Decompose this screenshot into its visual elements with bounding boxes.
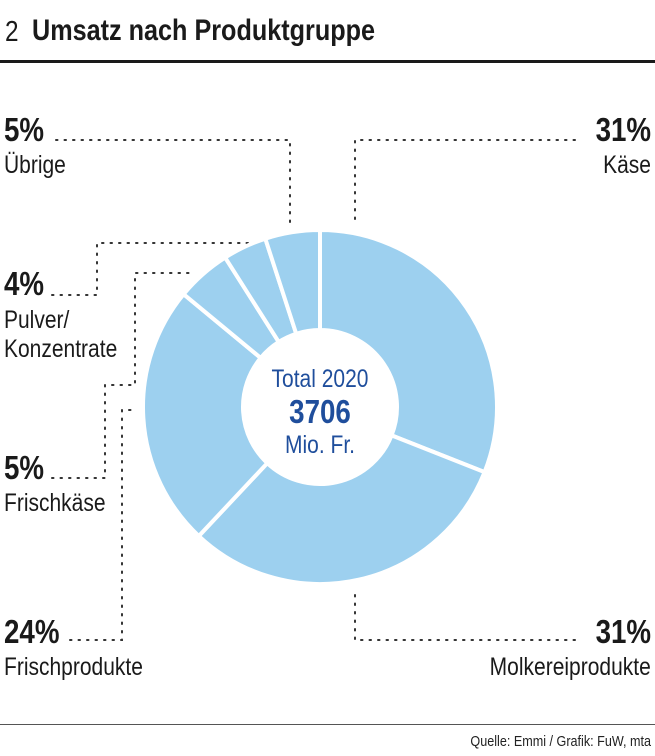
label-kaese-pct: 31% xyxy=(595,111,651,148)
label-kaese: Käse xyxy=(603,151,651,179)
label-uebrige-pct: 5% xyxy=(4,111,45,148)
label-molkerei: Molkereiprodukte xyxy=(489,653,651,681)
center-total-value: 3706 xyxy=(289,393,351,430)
label-pulver: Pulver/Konzentrate xyxy=(4,306,155,364)
label-pulver-pct: 4% xyxy=(4,265,45,302)
slice-käse xyxy=(318,227,499,475)
leader-kaese xyxy=(354,139,576,223)
leader-pulver xyxy=(51,242,263,296)
slice-frischprodukte xyxy=(141,291,271,539)
center-total-label: Total 2020 xyxy=(271,365,369,393)
leader-uebrige xyxy=(55,139,291,229)
leader-frischkaese xyxy=(51,272,196,479)
label-frischkaese: Frischkäse xyxy=(4,489,106,517)
chart-title: Umsatz nach Produktgruppe xyxy=(32,14,376,47)
leader-frischprodukte xyxy=(69,409,136,641)
donut-slices xyxy=(141,227,499,586)
label-frischprodukte-pct: 24% xyxy=(4,613,60,650)
slice-molkereiprodukte xyxy=(196,432,488,586)
slice-übrige xyxy=(262,227,322,337)
label-molkerei-pct: 31% xyxy=(595,613,651,650)
leader-molkerei xyxy=(354,589,576,641)
label-frischprodukte: Frischprodukte xyxy=(4,653,143,681)
source-note: Quelle: Emmi / Grafik: FuW, mta xyxy=(470,733,651,750)
center-total-unit: Mio. Fr. xyxy=(284,431,356,459)
label-uebrige: Übrige xyxy=(4,151,66,179)
chart-number: 2 xyxy=(5,16,19,48)
label-frischkaese-pct: 5% xyxy=(4,449,45,486)
footer-rule xyxy=(0,724,655,725)
label-pulver-text: Pulver/Konzentrate xyxy=(4,306,118,363)
leader-lines xyxy=(51,139,576,641)
title-rule xyxy=(0,60,655,63)
